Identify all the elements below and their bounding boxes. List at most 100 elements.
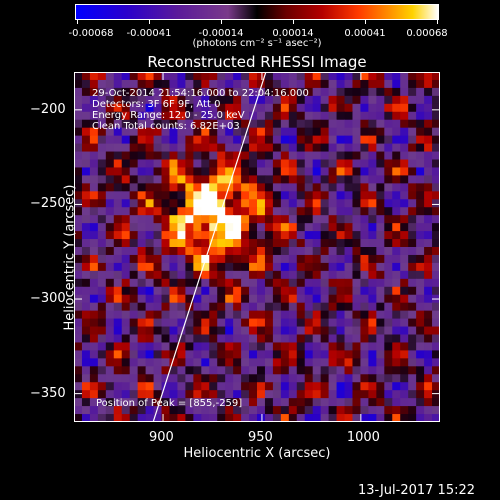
heatmap-cell: [241, 199, 250, 208]
heatmap-cell: [105, 414, 115, 422]
heatmap-cell: [296, 199, 306, 208]
heatmap-cell: [352, 175, 361, 184]
heatmap-cell: [312, 167, 322, 176]
heatmap-cell: [272, 207, 282, 216]
heatmap-cell: [257, 207, 266, 216]
heatmap-cell: [233, 326, 242, 335]
heatmap-cell: [145, 366, 155, 375]
heatmap-cell: [264, 318, 274, 328]
heatmap-cell: [320, 191, 330, 200]
heatmap-cell: [392, 87, 401, 97]
heatmap-cell: [209, 223, 218, 232]
heatmap-cell: [89, 326, 99, 335]
heatmap-cell: [209, 143, 218, 153]
heatmap-cell: [169, 135, 178, 145]
heatmap-cell: [368, 334, 377, 343]
heatmap-cell: [272, 159, 282, 168]
heatmap-cell: [153, 350, 163, 359]
heatmap-cell: [257, 318, 266, 328]
heatmap-cell: [408, 79, 417, 89]
heatmap-cell: [320, 239, 330, 248]
heatmap-cell: [320, 167, 330, 176]
heatmap-cell: [336, 119, 346, 129]
heatmap-cell: [177, 302, 186, 312]
heatmap-cell: [360, 215, 369, 224]
heatmap-cell: [97, 390, 107, 399]
heatmap-cell: [201, 183, 210, 192]
heatmap-cell: [368, 278, 377, 288]
heatmap-cell: [161, 239, 170, 248]
heatmap-cell: [272, 135, 282, 145]
heatmap-cell: [209, 159, 218, 168]
heatmap-cell: [272, 326, 282, 335]
heatmap-cell: [249, 143, 258, 153]
heatmap-cell: [105, 167, 115, 176]
heatmap-cell: [241, 119, 250, 129]
heatmap-cell: [105, 239, 115, 248]
heatmap-cell: [296, 72, 306, 81]
heatmap-cell: [153, 143, 163, 153]
heatmap-cell: [376, 342, 385, 351]
heatmap-cell: [280, 95, 290, 105]
heatmap-cell: [288, 398, 298, 407]
heatmap-cell: [177, 87, 186, 97]
heatmap-cell: [74, 167, 83, 176]
heatmap-cell: [296, 278, 306, 288]
heatmap-cell: [320, 127, 330, 137]
heatmap-cell: [376, 103, 385, 113]
heatmap-cell: [89, 334, 99, 343]
heatmap-cell: [424, 119, 433, 129]
heatmap-cell: [312, 270, 322, 280]
heatmap-cell: [105, 215, 115, 224]
heatmap-cell: [400, 247, 409, 256]
heatmap-cell: [185, 223, 194, 232]
heatmap-cell: [432, 278, 440, 288]
heatmap-cell: [121, 135, 131, 145]
heatmap-cell: [225, 318, 234, 328]
heatmap-cell: [209, 215, 218, 224]
heatmap-cell: [105, 286, 115, 296]
heatmap-cell: [416, 199, 425, 208]
heatmap-cell: [344, 350, 353, 359]
heatmap-cell: [328, 191, 338, 200]
heatmap-cell: [113, 310, 123, 320]
heatmap-cell: [272, 390, 282, 399]
heatmap-cell: [153, 247, 163, 256]
heatmap-cell: [304, 119, 314, 129]
heatmap-cell: [169, 318, 178, 328]
heatmap-cell: [408, 350, 417, 359]
heatmap-cell: [145, 342, 155, 351]
heatmap-cell: [416, 382, 425, 391]
heatmap-cell: [129, 119, 139, 129]
heatmap-cell: [145, 270, 155, 280]
heatmap-cell: [304, 262, 314, 272]
heatmap-cell: [145, 294, 155, 304]
heatmap-cell: [312, 358, 322, 367]
heatmap-cell: [384, 262, 393, 272]
heatmap-cell: [129, 127, 139, 137]
heatmap-cell: [416, 286, 425, 296]
heatmap-cell: [217, 278, 226, 288]
heatmap-cell: [400, 223, 409, 232]
heatmap-cell: [249, 294, 258, 304]
heatmap-cell: [296, 143, 306, 153]
heatmap-cell: [153, 135, 163, 145]
heatmap-cell: [153, 199, 163, 208]
heatmap-cell: [384, 135, 393, 145]
heatmap-cell: [400, 254, 409, 264]
heatmap-cell: [233, 294, 242, 304]
heatmap-cell: [344, 270, 353, 280]
heatmap-cell: [129, 390, 139, 399]
heatmap-cell: [416, 175, 425, 184]
heatmap-cell: [344, 127, 353, 137]
heatmap-cell: [336, 262, 346, 272]
heatmap-cell: [320, 398, 330, 407]
heatmap-cell: [153, 414, 163, 422]
heatmap-cell: [312, 262, 322, 272]
heatmap-cell: [121, 406, 131, 415]
heatmap-cell: [161, 286, 170, 296]
heatmap-cell: [336, 390, 346, 399]
heatmap-cell: [201, 294, 210, 304]
heatmap-cell: [312, 286, 322, 296]
heatmap-cell: [320, 135, 330, 145]
